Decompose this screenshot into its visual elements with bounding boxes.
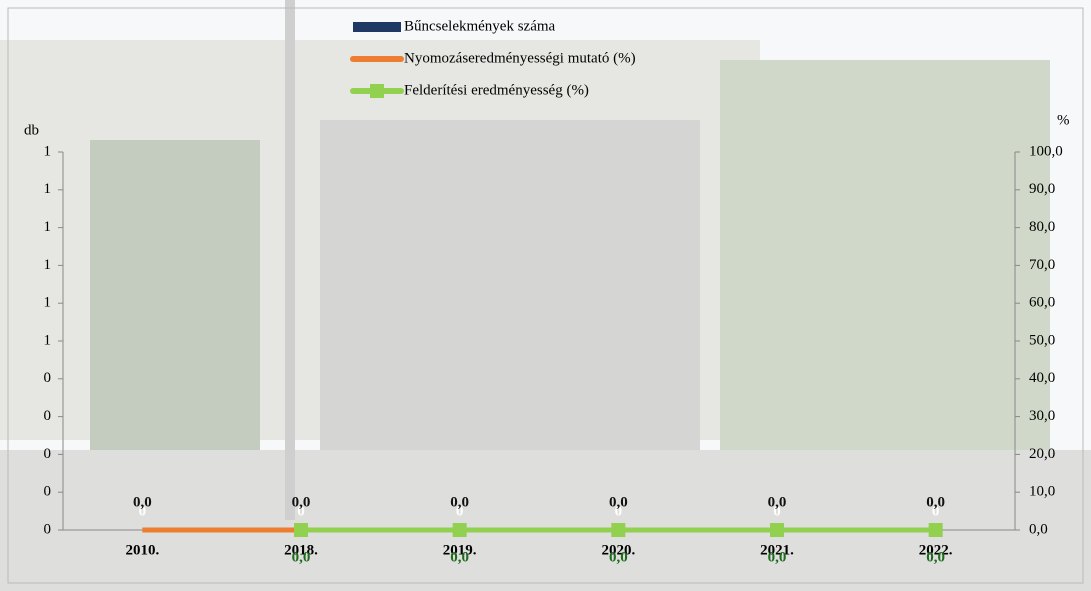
legend-marker — [370, 84, 384, 98]
y2-tick-label: 90,0 — [1029, 181, 1055, 197]
line-marker — [294, 523, 308, 537]
line-value-label: 0,0 — [768, 549, 787, 565]
x-tick-label: 2010. — [125, 542, 159, 558]
y2-tick-label: 0,0 — [1029, 521, 1048, 537]
y-tick-label: 1 — [44, 257, 52, 273]
y-tick-label: 1 — [44, 181, 52, 197]
y-tick-label: 0 — [44, 521, 52, 537]
line-value-label: 0,0 — [292, 494, 311, 510]
chart: db % 000001111110,010,020,030,040,050,06… — [0, 0, 1091, 591]
y2-tick-label: 70,0 — [1029, 257, 1055, 273]
y-tick-label: 1 — [44, 219, 52, 235]
y2-tick-label: 50,0 — [1029, 332, 1055, 348]
line-value-label: 0,0 — [768, 494, 787, 510]
line-marker — [611, 523, 625, 537]
y2-axis-title: % — [1057, 112, 1070, 128]
line-marker — [453, 523, 467, 537]
legend-label: Nyomozáseredményességi mutató (%) — [404, 50, 636, 66]
y-tick-label: 0 — [44, 408, 52, 424]
line-value-label: 0,0 — [609, 549, 628, 565]
y-tick-label: 1 — [44, 295, 52, 311]
y-tick-label: 0 — [44, 446, 52, 462]
y2-tick-label: 30,0 — [1029, 408, 1055, 424]
legend-label: Bűncselekmények száma — [404, 18, 556, 34]
line-value-label: 0,0 — [609, 494, 628, 510]
y2-tick-label: 10,0 — [1029, 484, 1055, 500]
y2-tick-label: 40,0 — [1029, 370, 1055, 386]
y-axis-title: db — [24, 122, 39, 138]
y-tick-label: 1 — [44, 332, 52, 348]
line-value-label: 0,0 — [292, 549, 311, 565]
y2-tick-label: 100,0 — [1029, 143, 1063, 159]
line-value-label: 0,0 — [450, 549, 469, 565]
line-value-label: 0,0 — [926, 549, 945, 565]
y-tick-label: 0 — [44, 370, 52, 386]
line-value-label: 0,0 — [450, 494, 469, 510]
legend-swatch — [353, 22, 401, 32]
y-tick-label: 1 — [44, 143, 52, 159]
y-tick-label: 0 — [44, 484, 52, 500]
y2-tick-label: 80,0 — [1029, 219, 1055, 235]
line-value-label: 0,0 — [926, 494, 945, 510]
line-marker — [770, 523, 784, 537]
y2-tick-label: 20,0 — [1029, 446, 1055, 462]
line-marker — [929, 523, 943, 537]
line-value-label: 0,0 — [133, 494, 152, 510]
y2-tick-label: 60,0 — [1029, 295, 1055, 311]
legend-label: Felderítési eredményesség (%) — [404, 82, 589, 98]
